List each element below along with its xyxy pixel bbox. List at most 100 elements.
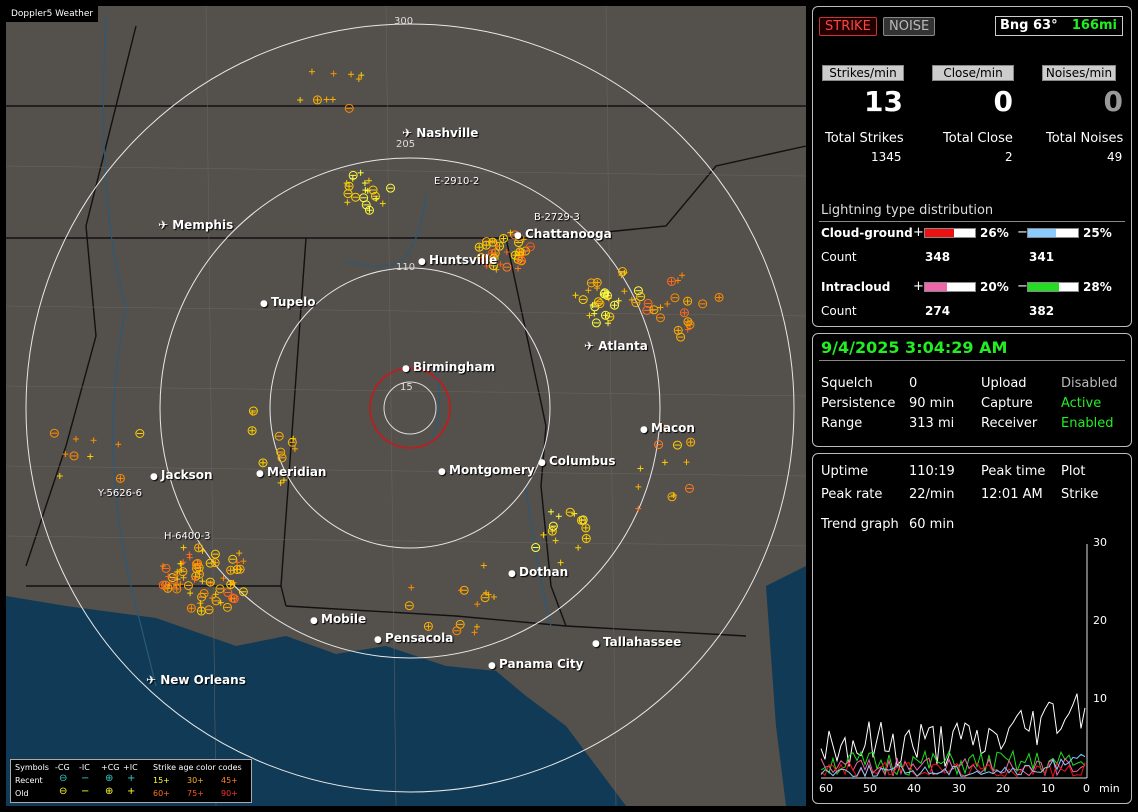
strike-mark [238,587,248,597]
map-canvas [6,6,806,806]
strike-mark [572,292,579,299]
strike-mark [494,243,501,250]
city-dot-icon: ● [256,469,267,479]
strike-mark [657,304,664,311]
strike-mark [226,565,236,575]
x-unit: min [1099,782,1120,795]
legend-age-75: 75+ [187,789,204,798]
strike-mark [471,629,478,636]
strike-mark [197,600,204,607]
strikes-min-header[interactable]: Strikes/min [822,65,904,81]
strike-mark [228,593,238,603]
strike-mark [515,265,522,272]
city-chattanooga: ● Chattanooga [514,227,612,241]
city-name: Chattanooga [525,227,612,241]
persistence-value[interactable]: 90 min [909,396,955,411]
x-tick-20: 20 [996,782,1010,795]
range-value[interactable]: 313 mi [909,416,955,431]
cg-neg-count: 341 [1029,250,1055,264]
noises-min-value: 0 [1103,85,1123,118]
strike-mark [351,192,361,202]
legend-age-30: 30+ [187,776,204,785]
city-panama-city: ● Panama City [488,657,583,671]
peak-time-value: 12:01 AM [981,487,1043,502]
strike-mark [348,170,358,180]
lightning-strikes [49,68,724,636]
strike-mark [586,312,593,319]
strike-mark [228,579,235,586]
city-name: Macon [651,421,695,435]
plot-value[interactable]: Strike [1061,487,1099,502]
strike-mark [525,242,535,252]
strike-button[interactable]: STRIKE [819,17,877,36]
storm-tag: Y-5626-6 [98,488,142,499]
city-dot-icon: ● [310,616,321,626]
strike-mark [72,436,79,443]
strike-mark [177,581,184,588]
strike-mark [684,483,694,493]
strike-mark [408,584,415,591]
strike-mark [404,601,414,611]
brand-label: Doppler5 Weather [6,6,99,22]
strike-mark [191,571,201,581]
close-min-header[interactable]: Close/min [932,65,1014,81]
bearing-label: Bng 63° [1000,18,1058,33]
city-dot-icon: ● [260,299,271,309]
cg-neg-pct: 25% [1083,226,1112,240]
strike-mark [177,560,184,567]
noise-button[interactable]: NOISE [883,17,936,36]
strike-mark [520,236,527,243]
strike-mark [115,473,125,483]
squelch-value[interactable]: 0 [909,376,918,391]
strike-mark [194,543,204,553]
strike-mark [290,435,297,442]
airport-icon: ✈ [584,339,599,353]
trend-value[interactable]: 60 min [909,517,955,532]
strike-mark [602,291,612,301]
strike-stats-panel: STRIKE NOISE Bng 63° 166mi Strikes/min C… [812,6,1132,327]
capture-value[interactable]: Active [1061,396,1102,411]
strike-mark [557,559,564,566]
city-name: Atlanta [598,339,648,353]
strike-mark [686,437,696,447]
airport-icon: ✈ [158,218,173,232]
legend-age-60: 60+ [153,789,170,798]
strike-mark [679,308,689,318]
strike-mark [485,591,492,598]
strike-mark [277,453,287,463]
strike-mark [593,285,600,292]
y-tick-20: 20 [1093,614,1107,627]
strike-mark [555,513,562,520]
strike-mark [249,409,256,416]
upload-label: Upload [981,376,1027,391]
total-strikes-value: 1345 [871,150,902,164]
strike-mark [329,96,336,103]
city-dot-icon: ● [538,458,549,468]
noises-min-header[interactable]: Noises/min [1042,65,1116,81]
radar-map[interactable]: 300 205 110 15 ✈ Nashville ✈ Memphis ● Cha… [6,6,806,806]
divider [819,360,1125,361]
strike-mark [248,406,258,416]
strike-mark [643,298,653,308]
strike-mark [191,559,201,569]
strike-mark [222,602,232,612]
legend-age-90: 90+ [221,789,238,798]
strike-mark [207,580,214,587]
strike-mark [228,554,238,564]
bearing-distance: 166mi [1071,18,1117,33]
city-name: Tallahassee [603,635,682,649]
city-name: Huntsville [429,253,498,267]
strike-mark [499,233,509,243]
strike-mark [277,479,284,486]
strike-mark [199,578,206,585]
airport-icon: ✈ [146,673,161,687]
city-atlanta: ✈ Atlanta [584,339,648,353]
strike-mark [655,313,665,323]
strike-mark [197,592,207,602]
upload-value[interactable]: Disabled [1061,376,1118,391]
receiver-value[interactable]: Enabled [1061,416,1114,431]
strike-mark [676,332,686,342]
strike-mark [211,596,221,606]
strike-mark [359,193,369,203]
